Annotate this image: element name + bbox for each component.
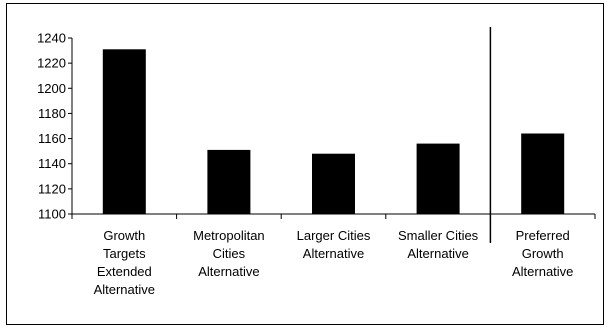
labels-layer: 1100 1120 1140 1160 1180 1200 1220 1240 Growth Ta… bbox=[37, 31, 573, 298]
x-category-label-line: Smaller Cities bbox=[398, 228, 479, 243]
x-category-label-line: Larger Cities bbox=[297, 228, 371, 243]
x-category-label: Preferred Growth Alternative bbox=[512, 228, 573, 279]
bar-1 bbox=[102, 49, 146, 214]
bar-5 bbox=[521, 133, 565, 214]
x-category-label-line: Alternative bbox=[512, 264, 573, 279]
y-tick-label: 1160 bbox=[38, 131, 66, 146]
y-tick-label: 1120 bbox=[38, 181, 66, 196]
bar-3 bbox=[312, 153, 355, 214]
y-tick-label: 1140 bbox=[38, 156, 66, 171]
x-category-label-line: Alternative bbox=[198, 264, 259, 279]
bars-layer bbox=[102, 49, 565, 214]
y-tick-label: 1180 bbox=[38, 106, 66, 121]
y-tick-label: 1200 bbox=[37, 81, 66, 96]
x-category-label-line: Alternative bbox=[94, 282, 155, 297]
x-category-label-line: Metropolitan bbox=[193, 228, 265, 243]
y-tick-label: 1220 bbox=[37, 56, 66, 71]
x-category-label-line: Alternative bbox=[303, 246, 364, 261]
x-category-label-line: Growth bbox=[522, 246, 564, 261]
x-category-label-line: Preferred bbox=[516, 228, 570, 243]
x-category-label-line: Targets bbox=[103, 246, 146, 261]
x-category-label-line: Growth bbox=[103, 228, 145, 243]
y-tick-label: 1100 bbox=[38, 207, 66, 222]
x-category-label: Metropolitan Cities Alternative bbox=[193, 228, 265, 279]
x-category-label-line: Alternative bbox=[407, 246, 468, 261]
bar-4 bbox=[416, 143, 460, 214]
chart-frame bbox=[6, 3, 604, 325]
x-category-label: Larger Cities Alternative bbox=[297, 228, 371, 261]
x-category-label: Growth Targets Extended Alternative bbox=[94, 228, 155, 297]
x-category-label-line: Extended bbox=[97, 264, 152, 279]
bar-2 bbox=[207, 149, 251, 214]
y-tick-label: 1240 bbox=[37, 31, 66, 46]
x-category-label: Smaller Cities Alternative bbox=[398, 228, 479, 261]
axis-layer bbox=[68, 27, 596, 243]
x-category-label-line: Cities bbox=[213, 246, 246, 261]
